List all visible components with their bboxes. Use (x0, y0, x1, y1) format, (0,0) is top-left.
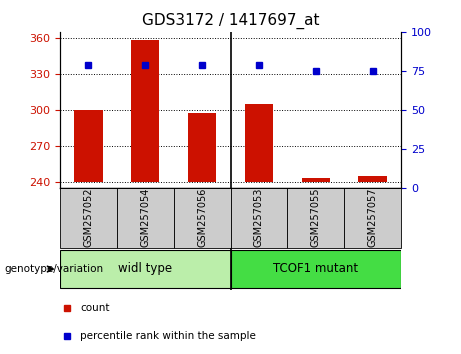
Text: count: count (80, 303, 110, 313)
Text: GSM257054: GSM257054 (140, 188, 150, 247)
Text: GSM257053: GSM257053 (254, 188, 264, 247)
Bar (117, 188, 174, 248)
Text: TCOF1 mutant: TCOF1 mutant (273, 262, 358, 275)
Text: percentile rank within the sample: percentile rank within the sample (80, 331, 256, 341)
Bar (230, 250, 401, 288)
Bar (188, 113, 216, 182)
Text: GSM257056: GSM257056 (197, 188, 207, 247)
Title: GDS3172 / 1417697_at: GDS3172 / 1417697_at (142, 13, 319, 29)
Bar (230, 188, 287, 248)
Bar (301, 178, 330, 182)
Bar (74, 110, 102, 182)
Text: GSM257055: GSM257055 (311, 188, 321, 247)
Bar (358, 176, 387, 182)
Bar (287, 188, 344, 248)
Text: genotype/variation: genotype/variation (5, 264, 104, 274)
Bar (131, 40, 160, 182)
Text: widl type: widl type (118, 262, 172, 275)
Text: GSM257057: GSM257057 (367, 188, 378, 247)
Bar (344, 188, 401, 248)
Bar (60, 188, 117, 248)
Bar (60, 250, 230, 288)
Text: GSM257052: GSM257052 (83, 188, 94, 247)
Bar (174, 188, 230, 248)
Bar (245, 104, 273, 182)
